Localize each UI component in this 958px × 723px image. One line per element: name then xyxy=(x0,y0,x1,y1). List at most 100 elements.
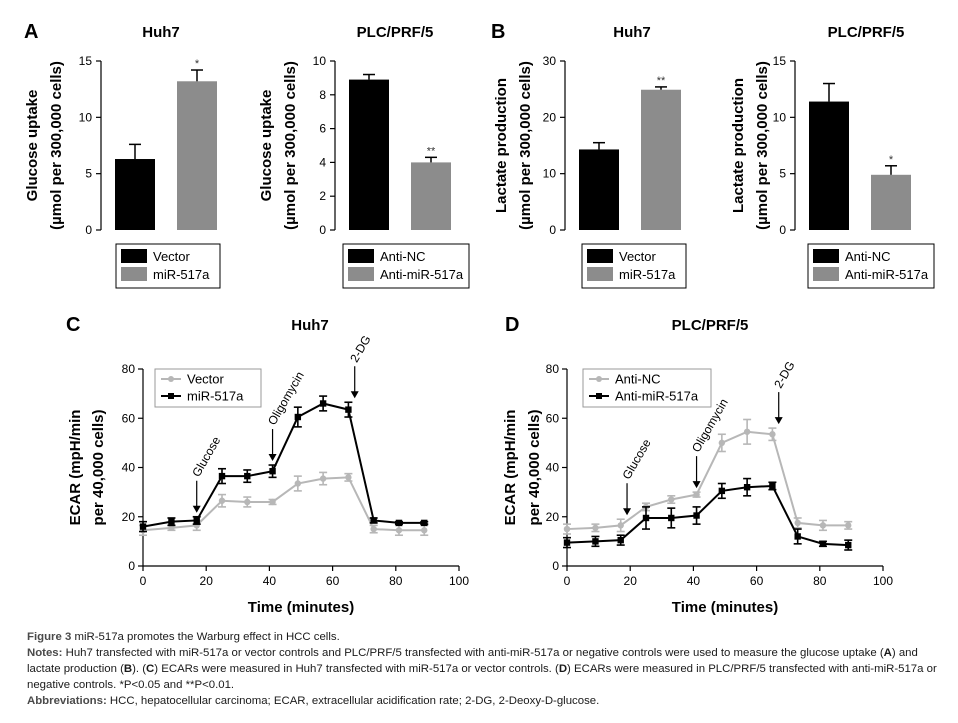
data-point xyxy=(769,431,776,438)
data-point xyxy=(743,484,751,491)
legend-label: Anti-NC xyxy=(845,249,891,264)
data-point xyxy=(769,482,776,490)
x-tick-label: 40 xyxy=(687,574,701,588)
legend-label: miR-517a xyxy=(619,267,676,282)
data-point xyxy=(168,518,175,525)
notes-ref-a: A xyxy=(883,647,892,659)
y-axis-label: (µmol per 300,000 cells) xyxy=(517,61,534,230)
y-tick-label: 80 xyxy=(546,362,560,376)
series-line-mir-517a xyxy=(142,402,425,528)
data-point xyxy=(395,519,403,527)
legend-box xyxy=(582,368,712,408)
legend-label: Anti-miR-517a xyxy=(615,389,699,404)
y-axis-label: ECAR (mpH/min xyxy=(67,410,84,526)
legend-swatch xyxy=(121,249,147,263)
y-tick-label: 0 xyxy=(552,559,559,573)
y-axis-label: Glucose uptake xyxy=(258,90,275,202)
figure-canvas: A B C D Huh7 Glucose uptake (µmol per 300,… xyxy=(24,21,935,616)
y-axis-label: Glucose uptake xyxy=(24,90,41,202)
notes-text: ) ECARs were measured in PLC/PRF/5 trans… xyxy=(27,663,937,691)
y-tick-label: 40 xyxy=(546,461,560,475)
annotation-label: Glucose xyxy=(620,436,654,481)
y-axis-label: ECAR (mpH/min xyxy=(502,410,519,526)
y-tick-label: 0 xyxy=(128,559,135,573)
caption-title-line: Figure 3 miR-517a promotes the Warburg e… xyxy=(27,629,953,645)
caption-abbreviations: Abbreviations: HCC, hepatocellular carci… xyxy=(27,693,953,709)
y-tick-label: 10 xyxy=(79,110,93,124)
data-point xyxy=(294,413,302,421)
legend-marker xyxy=(168,376,174,382)
x-tick-label: 20 xyxy=(200,574,214,588)
legend-swatch xyxy=(121,267,147,281)
y-axis-label: per 40,000 cells) xyxy=(526,410,543,526)
legend-marker xyxy=(596,393,602,399)
y-tick-label: 15 xyxy=(773,54,787,68)
data-point xyxy=(269,467,276,475)
y-tick-label: 60 xyxy=(546,411,560,425)
data-point xyxy=(617,536,624,544)
notes-text: ) and lactate production ( xyxy=(27,647,918,675)
data-point xyxy=(294,480,302,487)
x-axis-label: Time (minutes) xyxy=(672,599,778,616)
y-tick-label: 20 xyxy=(546,510,560,524)
data-point xyxy=(345,406,352,413)
series-line-anti-mir-517a xyxy=(566,484,849,547)
data-point xyxy=(563,539,571,546)
legend-label: Anti-miR-517a xyxy=(380,267,464,282)
notes-text: Huh7 transfected with miR-517a or vector… xyxy=(65,647,884,659)
significance-label: ** xyxy=(657,75,666,87)
data-point xyxy=(718,439,726,447)
notes-ref-d: D xyxy=(558,663,568,675)
x-axis-label: Time (minutes) xyxy=(248,599,354,616)
annotation-label: 2-DG xyxy=(347,333,373,365)
bar xyxy=(809,101,849,230)
data-point xyxy=(370,517,377,524)
y-axis-label: (µmol per 300,000 cells) xyxy=(48,61,65,230)
bar xyxy=(871,174,911,230)
legend-label: Vector xyxy=(187,372,225,387)
abbreviations-text: HCC, hepatocellular carcinoma; ECAR, ext… xyxy=(109,695,600,707)
annotation-arrowhead xyxy=(623,508,632,516)
y-axis-label: per 40,000 cells) xyxy=(90,410,107,526)
legend-swatch xyxy=(587,249,613,263)
legend-swatch xyxy=(587,267,613,281)
data-point xyxy=(693,512,700,519)
bar xyxy=(641,89,681,230)
data-point xyxy=(139,523,147,530)
data-point xyxy=(244,472,251,480)
legend-label: Vector xyxy=(153,249,191,264)
significance-label: * xyxy=(195,58,200,70)
legend-label: Vector xyxy=(619,249,657,264)
y-tick-label: 4 xyxy=(319,155,326,169)
y-tick-label: 0 xyxy=(319,223,326,237)
y-tick-label: 40 xyxy=(122,461,136,475)
x-tick-label: 20 xyxy=(624,574,638,588)
chart-title: PLC/PRF/5 xyxy=(828,24,905,41)
y-tick-label: 20 xyxy=(543,110,557,124)
data-point xyxy=(319,475,327,482)
x-tick-label: 0 xyxy=(140,574,147,588)
significance-label: ** xyxy=(427,145,436,157)
chart-d-plc-ecar: PLC/PRF/5 ECAR (mpH/min per 40,000 cells) T… xyxy=(502,317,893,616)
annotation-label: 2-DG xyxy=(771,359,797,391)
annotation-label: Glucose xyxy=(189,434,223,479)
chart-title: PLC/PRF/5 xyxy=(672,317,749,334)
data-point xyxy=(693,491,700,498)
data-point xyxy=(168,524,175,532)
y-axis-label: (µmol per 300,000 cells) xyxy=(754,61,771,230)
bar xyxy=(349,79,389,230)
data-point xyxy=(642,514,650,522)
legend-label: Anti-miR-517a xyxy=(845,267,929,282)
y-tick-label: 2 xyxy=(319,189,326,203)
legend-label: miR-517a xyxy=(153,267,210,282)
bar xyxy=(177,81,217,230)
chart-title: Huh7 xyxy=(291,317,329,334)
data-point xyxy=(819,522,827,529)
legend-box xyxy=(154,368,262,408)
annotation-arrowhead xyxy=(268,454,277,462)
panel-letter-d: D xyxy=(505,314,519,336)
legend-swatch xyxy=(348,267,374,281)
data-point xyxy=(794,533,801,540)
data-point xyxy=(718,487,726,495)
legend-marker xyxy=(596,376,602,382)
